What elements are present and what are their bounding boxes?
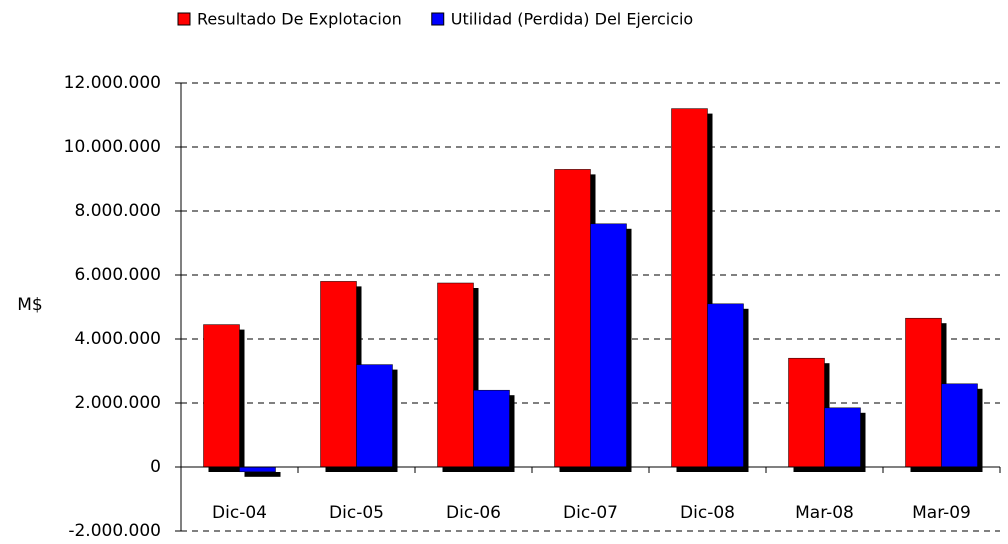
bar <box>707 303 744 468</box>
y-axis-label: M$ <box>17 295 42 315</box>
legend-swatch <box>177 12 191 26</box>
bar <box>941 383 978 468</box>
bar <box>905 317 942 468</box>
y-tick-label: 0 <box>150 457 161 477</box>
legend-text: Resultado De Explotacion <box>197 10 402 29</box>
y-tick-label: -2.000.000 <box>68 521 161 541</box>
bar <box>203 324 240 468</box>
x-tick-label: Dic-06 <box>446 503 501 523</box>
x-tick-label: Dic-04 <box>212 503 267 523</box>
x-tick-label: Dic-08 <box>680 503 735 523</box>
bar <box>671 108 708 468</box>
legend-text: Utilidad (Perdida) Del Ejercicio <box>451 10 693 29</box>
y-tick-label: 4.000.000 <box>74 329 161 349</box>
bar <box>437 282 474 468</box>
x-tick-label: Mar-08 <box>795 503 854 523</box>
y-tick-label: 12.000.000 <box>64 73 161 93</box>
bar <box>788 357 825 468</box>
y-tick-label: 8.000.000 <box>74 201 161 221</box>
y-tick-label: 6.000.000 <box>74 265 161 285</box>
x-tick-label: Dic-07 <box>563 503 618 523</box>
y-tick-label: 2.000.000 <box>74 393 161 413</box>
bar <box>824 407 861 468</box>
bar <box>590 223 627 468</box>
y-tick-label: 10.000.000 <box>64 137 161 157</box>
bar <box>356 364 393 468</box>
bar <box>554 169 591 468</box>
legend-swatch <box>431 12 445 26</box>
x-tick-label: Mar-09 <box>912 503 971 523</box>
bar <box>239 466 276 473</box>
bar-shadow <box>244 472 281 477</box>
bar <box>320 281 357 468</box>
bar <box>473 389 510 468</box>
x-tick-label: Dic-05 <box>329 503 384 523</box>
